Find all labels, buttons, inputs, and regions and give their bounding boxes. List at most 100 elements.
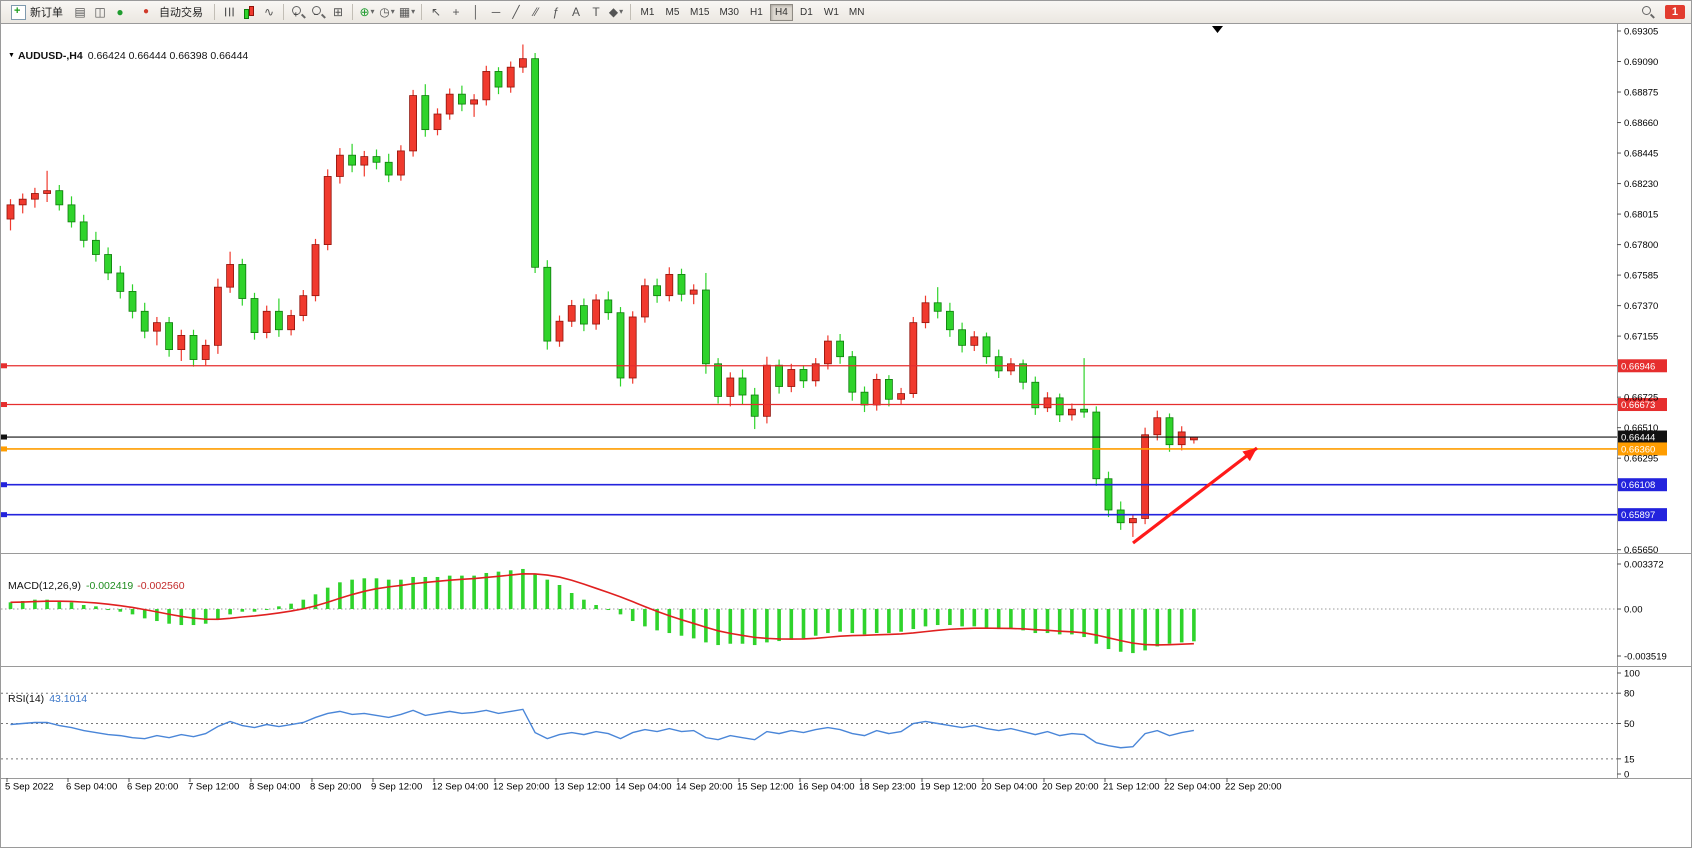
toolbar-separator [214,4,215,20]
time-label: 20 Sep 04:00 [981,782,1038,793]
notification-badge[interactable]: 1 [1664,5,1685,19]
time-label: 6 Sep 20:00 [127,782,178,793]
indicators-glyph: ⊕ [359,5,370,19]
charts-icon[interactable]: ▤ [74,5,86,19]
svg-text:0.65650: 0.65650 [1624,545,1658,556]
search-lens [1641,5,1655,19]
svg-text:100: 100 [1624,669,1640,680]
timeframe-d1[interactable]: D1 [795,4,818,21]
macd-signal-line [10,573,1194,646]
templates-icon[interactable]: ▦ ▾ [398,3,416,21]
svg-text:0.66295: 0.66295 [1624,454,1658,465]
hline-left-marker [1,446,7,452]
timeframe-h1[interactable]: H1 [745,4,768,21]
candlestick-chart-type-icon[interactable] [240,3,258,21]
timeframe-m15[interactable]: M15 [686,4,713,21]
time-label: 9 Sep 12:00 [371,782,422,793]
svg-text:0.67370: 0.67370 [1624,301,1658,312]
chevron-down-icon: ▾ [390,7,395,16]
time-label: 14 Sep 04:00 [615,782,672,793]
tile-windows-icon[interactable]: ⊞ [332,5,344,19]
price-badge-0.66108 [1618,478,1667,492]
toolbar-right-group: 1 [1639,3,1687,21]
time-label: 5 Sep 2022 [5,782,54,793]
svg-text:0.003372: 0.003372 [1624,560,1664,571]
svg-text:0.68445: 0.68445 [1624,149,1658,160]
rsi-line [10,708,1195,749]
svg-text:0.68230: 0.68230 [1624,179,1658,190]
right-shift-marker[interactable] [1212,26,1223,33]
new-order-button[interactable]: 新订单 [5,3,69,21]
timeframe-h4[interactable]: H4 [769,3,793,21]
svg-text:0.66444: 0.66444 [1621,433,1655,444]
periods-clock-icon[interactable]: ◷ ▾ [378,3,396,21]
timeframe-m5[interactable]: M5 [661,4,684,21]
svg-text:0.66673: 0.66673 [1621,400,1655,411]
trend-arrow[interactable] [1132,446,1258,545]
autotrading-button[interactable]: ● 自动交易 [131,3,209,21]
time-label: 6 Sep 04:00 [66,782,117,793]
svg-text:0.67155: 0.67155 [1624,332,1658,343]
autotrading-icon: ● [142,6,150,17]
svg-text:-0.003519: -0.003519 [1624,652,1667,663]
shapes-glyph: ◆ [608,5,619,19]
price-badge-0.66444 [1618,430,1667,444]
text-tool-icon[interactable]: A [571,5,580,19]
community-icon[interactable]: ● [116,5,124,19]
line-chart-type-icon[interactable]: ∿ [263,5,275,19]
svg-text:0.67800: 0.67800 [1624,240,1658,251]
profiles-icon[interactable]: ◫ [94,5,106,19]
time-label: 13 Sep 12:00 [554,782,611,793]
trendline-tool-icon[interactable]: ╱ [512,5,520,19]
price-badge-0.66360 [1618,442,1667,456]
timeframe-m30[interactable]: M30 [715,4,742,21]
toolbar-separator [421,4,422,20]
svg-text:0.69305: 0.69305 [1624,27,1658,38]
new-order-icon [11,4,26,20]
indicators-icon[interactable]: ⊕ ▾ [358,3,376,21]
main-toolbar: 新订单 ▤ ◫ ● ● 自动交易 ☰ ∿ + − ⊞ ⊕▾ ◷▾ ▦▾ ↖ + … [1,1,1691,24]
svg-text:0.66510: 0.66510 [1624,423,1658,434]
svg-text:0.69090: 0.69090 [1624,57,1658,68]
svg-text:0.66946: 0.66946 [1621,361,1655,372]
toolbar-separator [630,4,631,20]
vertical-line-tool-icon[interactable]: │ [472,5,480,19]
horizontal-line-tool-icon[interactable]: ─ [491,5,501,19]
shapes-tool-icon[interactable]: ◆ ▾ [607,3,625,21]
time-label: 22 Sep 20:00 [1225,782,1282,793]
macd-histogram [8,568,1196,654]
timeframe-w1[interactable]: W1 [820,4,843,21]
hline-left-marker [1,402,7,408]
bar-chart-type-icon[interactable]: ☰ [222,6,236,18]
channel-tool-icon[interactable]: ⁄⁄ [533,5,538,19]
price-badge-0.65897 [1618,508,1667,522]
time-label: 8 Sep 04:00 [249,782,300,793]
svg-text:0.00: 0.00 [1624,605,1643,616]
svg-text:0: 0 [1624,770,1629,781]
timeframe-m1[interactable]: M1 [636,4,659,21]
svg-text:0.66108: 0.66108 [1621,480,1655,491]
svg-text:0.68015: 0.68015 [1624,210,1658,221]
search-icon[interactable] [1639,3,1657,21]
cursor-tool-icon[interactable]: ↖ [430,5,442,19]
zoom-in-icon[interactable]: + [289,3,307,21]
timeframe-mn[interactable]: MN [845,4,869,21]
time-label: 21 Sep 12:00 [1103,782,1160,793]
templates-glyph: ▦ [398,5,411,19]
svg-text:0.66725: 0.66725 [1624,393,1658,404]
svg-text:0.65897: 0.65897 [1621,510,1655,521]
time-label: 7 Sep 12:00 [188,782,239,793]
svg-text:50: 50 [1624,719,1635,730]
label-tool-icon[interactable]: T [592,5,600,19]
time-label: 15 Sep 12:00 [737,782,794,793]
chevron-down-icon: ▾ [619,7,624,16]
chart-area: 0.66946 0.66673 0.66444 0.66360 0.66108 0.658… [1,23,1692,848]
crosshair-tool-icon[interactable]: + [452,5,460,19]
fibonacci-tool-icon[interactable]: ƒ [552,5,560,19]
price-badge-0.66946 [1618,359,1667,373]
zoom-out-icon[interactable]: − [309,3,327,21]
candles-layer [6,44,1198,537]
toolbar-separator [352,4,353,20]
